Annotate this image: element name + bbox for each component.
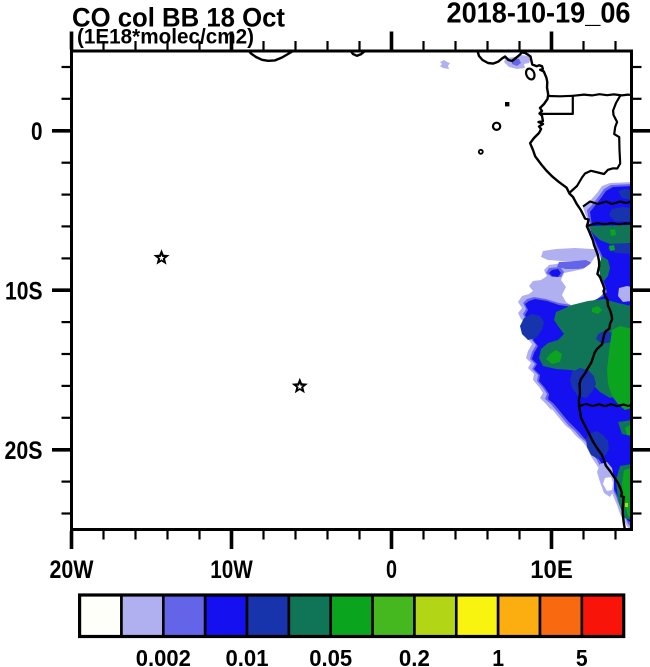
svg-text:CO col BB 18 Oct: CO col BB 18 Oct bbox=[72, 3, 285, 33]
svg-text:20W: 20W bbox=[50, 556, 94, 584]
svg-text:(1E18*molec/cm2): (1E18*molec/cm2) bbox=[77, 26, 254, 49]
svg-text:0.002: 0.002 bbox=[136, 645, 191, 667]
svg-text:0: 0 bbox=[31, 118, 43, 146]
svg-text:10W: 10W bbox=[210, 556, 253, 584]
svg-text:0.2: 0.2 bbox=[399, 645, 430, 667]
svg-text:20S: 20S bbox=[5, 437, 43, 465]
svg-text:10S: 10S bbox=[5, 278, 43, 306]
svg-text:0.01: 0.01 bbox=[226, 645, 269, 667]
svg-text:2018-10-19_06: 2018-10-19_06 bbox=[447, 0, 631, 30]
svg-text:10E: 10E bbox=[530, 556, 573, 584]
svg-text:0: 0 bbox=[386, 556, 397, 584]
svg-text:0.05: 0.05 bbox=[309, 645, 352, 667]
svg-text:5: 5 bbox=[576, 645, 588, 667]
svg-text:1: 1 bbox=[492, 645, 504, 667]
